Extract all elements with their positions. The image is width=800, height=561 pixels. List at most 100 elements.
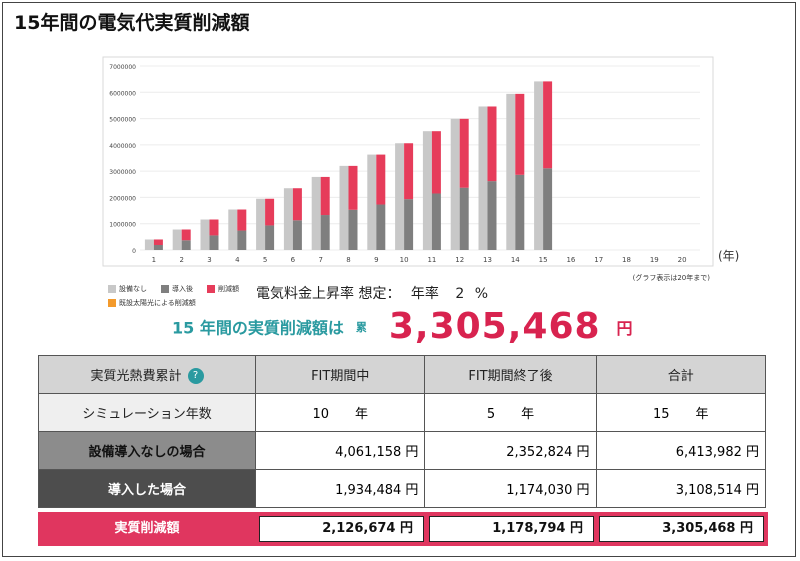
bar-savings	[320, 176, 330, 216]
rate-percent: %	[474, 286, 489, 302]
legend-label: 削減額	[218, 285, 239, 293]
x-tick-label: 7	[318, 256, 322, 264]
bar-no-equipment	[172, 229, 182, 250]
x-tick-label: 9	[374, 256, 378, 264]
x-tick-label: 10	[400, 256, 409, 264]
bar-after-install	[348, 209, 358, 250]
bar-no-equipment	[450, 118, 460, 250]
savings-cell: 1,178,794 円	[429, 516, 594, 542]
row-label: シミュレーション年数	[38, 393, 256, 432]
legend-swatch	[108, 299, 116, 307]
y-tick-label: 2000000	[109, 195, 136, 202]
x-tick-label: 14	[511, 256, 520, 264]
bar-after-install	[515, 174, 525, 250]
x-tick-label: 17	[594, 256, 603, 264]
x-tick-label: 16	[566, 256, 575, 264]
bar-no-equipment	[283, 188, 293, 250]
y-tick-label: 1000000	[109, 222, 136, 229]
bar-savings	[515, 93, 525, 175]
table-cell: 3,108,514 円	[595, 469, 767, 508]
legend-item-existing-solar: 既設太陽光による削減額	[108, 298, 196, 308]
legend-item: 設備なし	[108, 284, 147, 294]
bar-savings	[404, 143, 414, 200]
y-tick-label: 4000000	[109, 143, 136, 150]
assumption-label: 電気料金上昇率 想定：	[256, 286, 401, 302]
header-cell: FIT期間終了後	[424, 355, 597, 394]
legend-swatch	[161, 285, 169, 293]
legend-swatch	[108, 285, 116, 293]
table-row: シミュレーション年数 10 年 5 年 15 年	[38, 393, 767, 432]
bar-no-equipment	[395, 143, 405, 250]
table-cell: 10 年	[254, 393, 426, 432]
x-tick-label: 20	[678, 256, 687, 264]
bar-no-equipment	[506, 93, 516, 250]
total-savings-value: 3,305,468	[388, 306, 601, 347]
bar-savings	[181, 229, 191, 241]
chart-note: (グラフ表示は20年まで)	[633, 273, 711, 282]
x-tick-label: 12	[455, 256, 464, 264]
rate-value: 2	[455, 286, 465, 302]
bar-after-install	[487, 181, 497, 250]
bar-no-equipment	[200, 219, 210, 250]
x-tick-label: 1	[152, 256, 156, 264]
bar-after-install	[237, 230, 247, 250]
bar-no-equipment	[311, 176, 321, 250]
bar-no-equipment	[144, 239, 154, 250]
bar-savings	[543, 81, 553, 169]
summary-label: 15 年間の実質削減額は	[172, 318, 344, 338]
bar-after-install	[153, 245, 163, 250]
x-tick-label: 13	[483, 256, 492, 264]
bar-after-install	[209, 235, 219, 250]
x-tick-label: 6	[291, 256, 296, 264]
bar-after-install	[320, 215, 330, 250]
bar-savings	[431, 131, 441, 194]
bar-no-equipment	[534, 81, 544, 250]
cumulative-mark: 累	[355, 320, 367, 334]
savings-bar: 実質削減額 2,126,674 円 1,178,794 円 3,305,468 …	[38, 512, 768, 546]
bar-no-equipment	[367, 154, 377, 250]
table-cell: 1,934,484 円	[254, 469, 426, 508]
bar-savings	[237, 209, 247, 231]
page-title: 15年間の電気代実質削減額	[14, 12, 250, 34]
bar-savings	[292, 188, 302, 221]
summary-line: 15 年間の実質削減額は累 3,305,468 円	[172, 306, 633, 347]
bar-after-install	[181, 240, 191, 250]
legend-label: 設備なし	[119, 285, 147, 293]
bar-after-install	[431, 193, 441, 250]
cost-table: 実質光熱費累計? FIT期間中 FIT期間終了後 合計 シミュレーション年数 1…	[38, 355, 767, 508]
y-tick-label: 3000000	[109, 169, 136, 176]
savings-chart: 1 2 3 4 5 6 7 8 9 10 11 12 13 14 15 16 17 18 19 20 01000000…	[102, 56, 739, 282]
savings-label: 実質削減額	[114, 521, 180, 536]
chart-legend: 設備なし 導入後 削減額 既設太陽光による削減額	[108, 282, 249, 310]
header-cell: 合計	[595, 355, 767, 394]
rate-assumption: 電気料金上昇率 想定： 年率 2 %	[256, 283, 494, 303]
bar-after-install	[459, 187, 469, 250]
x-tick-label: 3	[207, 256, 211, 264]
x-tick-label: 5	[263, 256, 267, 264]
savings-cell: 3,305,468 円	[599, 516, 764, 542]
bar-after-install	[265, 225, 275, 250]
yen-unit: 円	[616, 318, 633, 338]
header-cell: FIT期間中	[254, 355, 426, 394]
bar-savings	[265, 198, 275, 226]
table-cell: 15 年	[595, 393, 767, 432]
bar-savings	[376, 154, 386, 205]
table-row: 設備導入なしの場合 4,061,158 円 2,352,824 円 6,413,…	[38, 431, 767, 470]
table-cell: 2,352,824 円	[424, 431, 597, 470]
legend-swatch	[207, 285, 215, 293]
x-tick-label: 2	[179, 256, 183, 264]
bar-savings	[209, 219, 219, 236]
legend-label: 導入後	[172, 285, 193, 293]
row-label: 導入した場合	[38, 469, 256, 508]
table-cell: 5 年	[424, 393, 597, 432]
bar-after-install	[543, 168, 553, 250]
table-cell: 4,061,158 円	[254, 431, 426, 470]
x-tick-label: 15	[539, 256, 548, 264]
y-tick-label: 6000000	[109, 90, 136, 97]
bar-savings	[487, 106, 497, 182]
help-icon[interactable]: ?	[187, 368, 204, 385]
table-cell: 1,174,030 円	[424, 469, 597, 508]
table-header-row: 実質光熱費累計? FIT期間中 FIT期間終了後 合計	[38, 355, 767, 394]
rate-label: 年率	[410, 286, 439, 302]
